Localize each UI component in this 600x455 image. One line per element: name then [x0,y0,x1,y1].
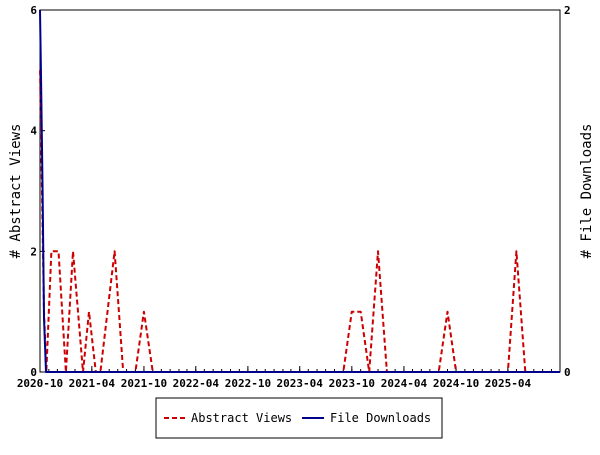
x-tick-label: 2023-04 [277,377,324,390]
x-tick-label: 2025-04 [485,377,532,390]
y2-axis-title: # File Downloads [579,124,595,259]
legend-box [155,397,443,439]
plot-area [39,9,561,373]
x-tick-label: 2021-10 [121,377,167,390]
y-tick-label: 2 [30,245,37,258]
y-tick-label: 6 [30,4,37,17]
series-line-abstract-views [39,70,527,373]
x-tick-label: 2022-10 [225,377,271,390]
x-tick-label: 2023-10 [329,377,375,390]
legend-label-file-downloads: File Downloads [330,411,431,425]
x-tick-label: 2021-04 [69,377,116,390]
series-line-file-downloads [39,9,560,373]
y2-tick-label: 2 [564,4,571,17]
x-tick-label: 2024-10 [433,377,479,390]
x-tick-label: 2024-04 [381,377,428,390]
series-layer [39,9,560,373]
y2-tick-label: 0 [564,366,571,379]
y-tick-label: 0 [30,366,37,379]
y-axis-title: # Abstract Views [8,124,24,259]
y-tick-label: 4 [30,125,37,138]
legend: Abstract Views File Downloads [155,397,443,439]
legend-label-abstract-views: Abstract Views [191,411,292,425]
x-tick-label: 2020-10 [17,377,63,390]
x-tick-label: 2022-04 [173,377,220,390]
x-axis-ticks: 2020-10 2021-04 2021-10 2022-04 2022-10 2023-… [17,366,532,390]
